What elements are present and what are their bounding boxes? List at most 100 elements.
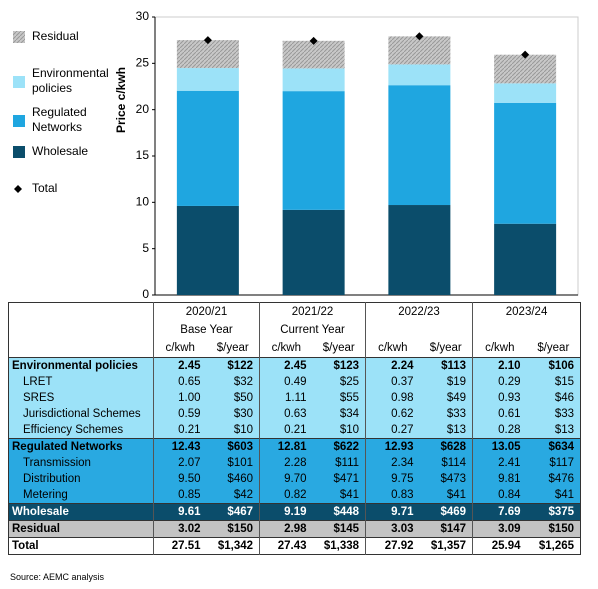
total-marker xyxy=(415,32,424,41)
cell: $32 xyxy=(233,376,254,388)
cell: $13 xyxy=(446,424,467,436)
cell: 7.69 xyxy=(472,503,527,521)
legend-swatch xyxy=(13,146,25,158)
bar-segment xyxy=(494,223,557,295)
item-row: Transmission 2.07 $101 2.28 $111 2.34 $114 2.41… xyxy=(8,455,581,471)
cell: Efficiency Schemes xyxy=(23,424,124,436)
cell: $33 xyxy=(554,408,575,420)
cell: $114 xyxy=(441,457,467,469)
cell: $/year xyxy=(206,339,260,358)
cell: 0.49 xyxy=(259,374,313,390)
cell: 0.21 xyxy=(153,422,207,439)
y-axis-label: Price c/kwh xyxy=(114,67,128,133)
cell: $46 xyxy=(554,392,575,404)
cell: 0.63 xyxy=(259,406,313,422)
cell: 0.85 xyxy=(153,487,207,504)
cell: Transmission xyxy=(23,457,91,469)
cell: 9.71 xyxy=(365,503,420,521)
cell: Distribution xyxy=(23,473,81,485)
cell: $1,265 xyxy=(538,540,575,552)
cell: $113 xyxy=(441,360,467,372)
cell: $33 xyxy=(446,408,467,420)
y-tick-label: 5 xyxy=(142,241,149,255)
data-table: 2020/21 2021/22 2022/23 2023/24 Base Year Cur… xyxy=(8,302,582,555)
cell: $55 xyxy=(339,392,360,404)
bar-segment xyxy=(388,205,451,295)
cell: $30 xyxy=(233,408,254,420)
legend-swatch xyxy=(13,31,25,43)
cell: $122 xyxy=(227,360,254,372)
cell: $34 xyxy=(339,408,360,420)
cell: $1,338 xyxy=(323,540,360,552)
item-row: Efficiency Schemes 0.21 $10 0.21 $10 0.27 $13 0… xyxy=(8,422,581,439)
cell: 0.59 xyxy=(153,406,207,422)
y-tick-label: 10 xyxy=(136,195,150,209)
cell: 1.00 xyxy=(153,390,207,406)
legend-label: Environmental policies xyxy=(32,66,109,95)
cell: 2.45 xyxy=(259,357,313,374)
cell: 0.29 xyxy=(472,374,527,390)
cell: $49 xyxy=(446,392,467,404)
y-tick-label: 25 xyxy=(136,56,150,70)
bar-segment xyxy=(388,64,451,86)
legend-marker xyxy=(14,185,22,193)
cell: $634 xyxy=(548,441,575,453)
cell xyxy=(8,302,154,321)
cell: 9.75 xyxy=(365,471,420,487)
cell: c/kwh xyxy=(472,339,527,358)
cell: $25 xyxy=(339,376,360,388)
cell: 2.98 xyxy=(259,520,313,538)
cell: 2.28 xyxy=(259,455,313,471)
y-tick-label: 0 xyxy=(142,287,149,300)
cell: SRES xyxy=(23,392,55,404)
cell: $13 xyxy=(554,424,575,436)
legend-label: Total xyxy=(32,181,57,195)
cell: 2.41 xyxy=(472,455,527,471)
units-row: c/kwh $/year c/kwh $/year c/kwh $/year c/kwh $/… xyxy=(8,339,581,358)
cell: 3.03 xyxy=(365,520,420,538)
cell: 0.83 xyxy=(365,487,420,504)
bar-segment xyxy=(176,90,239,206)
cell: 13.05 xyxy=(472,438,527,455)
cell: c/kwh xyxy=(259,339,313,358)
cell: 2023/24 xyxy=(472,302,581,321)
cell: $42 xyxy=(233,489,254,501)
header-row: 2020/21 2021/22 2022/23 2023/24 xyxy=(8,302,581,321)
cell: $375 xyxy=(548,506,575,518)
cell: $471 xyxy=(333,473,360,485)
cell: $10 xyxy=(233,424,254,436)
cell: $476 xyxy=(548,473,575,485)
legend-label: Wholesale xyxy=(32,144,88,158)
bar-segment xyxy=(494,83,557,103)
bar-segment xyxy=(388,36,451,65)
cell: c/kwh xyxy=(365,339,420,358)
cell: Current Year xyxy=(259,321,366,339)
cell: 0.28 xyxy=(472,422,527,439)
cell: $/year xyxy=(312,339,366,358)
cell: 2020/21 xyxy=(152,302,260,321)
section-row: Environmental policies 2.45 $122 2.45 $123 2.… xyxy=(8,357,581,374)
cell: $473 xyxy=(440,473,467,485)
section-row: Wholesale 9.61 $467 9.19 $448 9.71 $469 7.69 $37… xyxy=(8,503,581,521)
cell: $628 xyxy=(440,441,467,453)
section-row: Regulated Networks 12.43 $603 12.81 $622 12.9… xyxy=(8,438,581,455)
y-tick-label: 15 xyxy=(136,148,150,162)
cell: 0.62 xyxy=(365,406,420,422)
cell: $19 xyxy=(446,376,467,388)
cell: 2.07 xyxy=(153,455,207,471)
cell: $150 xyxy=(548,523,575,535)
cell: 3.02 xyxy=(153,520,207,538)
cell xyxy=(8,321,154,339)
bar-segment xyxy=(176,68,239,91)
cell: $1,357 xyxy=(430,540,467,552)
cell: $147 xyxy=(440,523,467,535)
item-row: Distribution 9.50 $460 9.70 $471 9.75 $473 9.81… xyxy=(8,471,581,487)
cell: 2.10 xyxy=(472,357,527,374)
cell: $15 xyxy=(554,376,575,388)
cell: $460 xyxy=(227,473,254,485)
cell: 3.09 xyxy=(472,520,527,538)
cell: 0.27 xyxy=(365,422,420,439)
cell: $111 xyxy=(335,457,360,469)
total-marker xyxy=(309,36,318,45)
cell: 27.43 xyxy=(259,537,313,555)
